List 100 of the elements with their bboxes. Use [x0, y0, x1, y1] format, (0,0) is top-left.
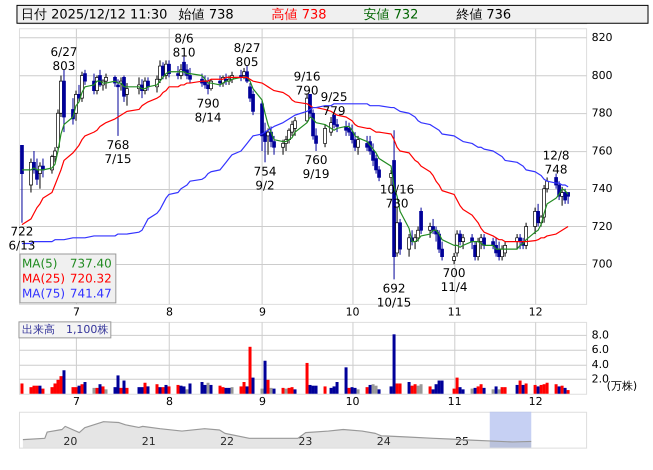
x-tick-label: 8: [166, 395, 174, 408]
bar: [560, 386, 564, 394]
bar: [492, 389, 495, 394]
bar: [428, 386, 432, 394]
bar: [282, 388, 285, 394]
bar: [98, 384, 102, 394]
bar: [438, 380, 441, 394]
bar: [218, 386, 222, 394]
bar: [210, 384, 213, 394]
bar: [270, 388, 273, 394]
x-tick-label: 12: [528, 395, 543, 408]
x-tick-label: 8: [166, 305, 174, 318]
bar: [288, 388, 291, 394]
bar: [77, 386, 80, 394]
bar: [356, 389, 360, 394]
bar: [378, 389, 381, 394]
bar: [504, 387, 507, 394]
bar: [494, 386, 498, 394]
bar: [434, 384, 438, 394]
bar: [470, 388, 474, 394]
bar: [540, 384, 543, 394]
annotation: 692 10/15: [376, 281, 412, 310]
bar: [140, 387, 144, 394]
bar: [164, 384, 168, 394]
bar: [396, 383, 399, 394]
text: 高値 738: [272, 6, 326, 22]
bar: [162, 387, 164, 394]
bar: [564, 388, 567, 394]
candlestick: [29, 158, 33, 194]
candlestick: [323, 124, 327, 148]
bar: [414, 384, 417, 394]
bar: [260, 388, 264, 394]
candlestick: [458, 230, 462, 246]
bar: [206, 382, 210, 394]
candlestick: [146, 76, 150, 92]
bar: [372, 384, 375, 394]
bar: [266, 380, 270, 394]
text: MA(75) 741.47: [22, 286, 112, 300]
bar: [440, 380, 444, 394]
candlestick: [335, 118, 339, 133]
candlestick: [281, 139, 285, 156]
candlestick: [293, 116, 297, 136]
x-tick-label: 7: [72, 395, 80, 408]
annotation: 760 9/19: [302, 152, 330, 181]
bar: [416, 386, 420, 394]
candlestick: [536, 203, 540, 227]
annotation: 768 7/15: [104, 138, 132, 166]
x-tick-label: 10: [346, 395, 360, 408]
bar: [534, 384, 537, 394]
bar: [336, 382, 339, 394]
bar: [138, 387, 140, 394]
candlestick: [188, 67, 192, 84]
bar: [354, 388, 357, 394]
bar: [228, 388, 231, 394]
annotation: 754 9/2: [254, 164, 276, 192]
text: 日付 2025/12/12 11:30: [20, 7, 168, 22]
bar: [156, 384, 158, 394]
text: 安値 732: [363, 6, 418, 22]
bar: [144, 382, 146, 394]
bar: [518, 380, 522, 394]
bar: [222, 387, 225, 394]
bar: [176, 384, 180, 394]
bar: [116, 375, 120, 394]
bar: [408, 382, 411, 394]
candlestick: [182, 56, 186, 76]
bar: [554, 384, 558, 394]
bar: [500, 387, 504, 394]
bar: [480, 384, 483, 394]
bar: [230, 387, 234, 394]
bar: [186, 389, 189, 394]
bar: [410, 386, 414, 394]
bar: [224, 388, 228, 394]
bar: [252, 378, 255, 394]
x-tick-label: 7: [72, 305, 80, 318]
x-tick-label: 22: [220, 435, 234, 448]
candlestick: [503, 241, 507, 258]
bar: [314, 386, 318, 394]
bar: [56, 380, 60, 394]
bar: [168, 386, 171, 394]
bar: [248, 346, 252, 394]
bar: [41, 388, 44, 394]
candlestick: [482, 234, 486, 250]
bar: [290, 387, 294, 394]
bar: [101, 386, 104, 394]
bar: [366, 387, 369, 394]
annotation: 790 8/14: [194, 96, 222, 124]
candlestick: [332, 114, 336, 129]
annotation: 8/27 805: [234, 41, 260, 70]
candlestick: [104, 73, 108, 90]
bar: [59, 376, 62, 394]
annotation: 700 11/4: [440, 266, 468, 294]
y-tick-label: 780: [592, 106, 613, 120]
bar: [558, 386, 561, 394]
bar: [374, 386, 378, 394]
y-tick-label: 760: [592, 144, 613, 158]
y-tick-label: 720: [592, 220, 613, 233]
bar: [522, 384, 525, 394]
bar: [200, 382, 204, 394]
bar: [332, 386, 336, 394]
annotation: 6/27 803: [50, 44, 78, 73]
